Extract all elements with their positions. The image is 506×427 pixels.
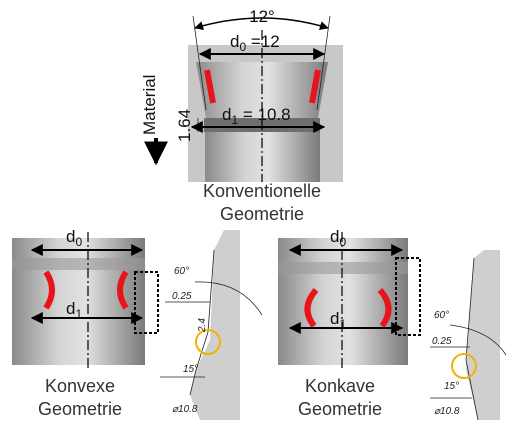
diameter: ⌀10.8 — [172, 404, 198, 415]
angle-top: 60° — [434, 310, 449, 321]
die-band — [12, 258, 145, 270]
symbol: d — [230, 32, 239, 51]
symbol: d — [330, 227, 339, 246]
height-label: 1.64 — [175, 109, 194, 142]
value: =12 — [246, 32, 280, 51]
diameter: ⌀10.8 — [434, 406, 460, 417]
figure: 12° d0 =12 Material 1.64 d1 = 10.8 Konve… — [0, 0, 506, 427]
value: = 10.8 — [238, 105, 290, 124]
symbol: d — [330, 309, 339, 328]
d0-label: d0 — [66, 227, 82, 249]
conventional-panel: 12° d0 =12 Material 1.64 d1 = 10.8 Konve… — [140, 7, 343, 224]
caption: Geometrie — [298, 399, 382, 419]
caption: Geometrie — [38, 399, 122, 419]
d0-label: d0 — [330, 227, 346, 249]
symbol: d — [66, 227, 75, 246]
angle-bottom: 15° — [183, 364, 198, 375]
caption: Konkave — [305, 376, 375, 396]
caption: Konventionelle — [203, 181, 321, 201]
angle-top: 60° — [174, 266, 189, 277]
symbol: d — [222, 105, 231, 124]
subscript: 1 — [339, 317, 346, 331]
offset: 0.25 — [172, 291, 192, 302]
detail-profile — [466, 250, 500, 420]
d0-label: d0 =12 — [230, 32, 280, 54]
angle-label: 12° — [249, 7, 275, 26]
subscript: 1 — [75, 307, 82, 321]
concave-panel: d0 d1 60° 0.25 15° ⌀10.8 Konkave Geometr… — [278, 227, 506, 420]
subscript: 0 — [75, 235, 82, 249]
direction-label: Material — [140, 75, 159, 135]
die-band — [278, 262, 408, 274]
convex-panel: d0 d1 60° 0.25 2.4 15° ⌀10.8 Konvexe Geo… — [12, 227, 262, 420]
subscript: 0 — [339, 235, 346, 249]
offset: 0.25 — [432, 336, 452, 347]
height: 2.4 — [197, 318, 208, 333]
caption: Konvexe — [45, 376, 115, 396]
angle-bottom: 15° — [444, 381, 459, 392]
symbol: d — [66, 299, 75, 318]
caption: Geometrie — [220, 204, 304, 224]
